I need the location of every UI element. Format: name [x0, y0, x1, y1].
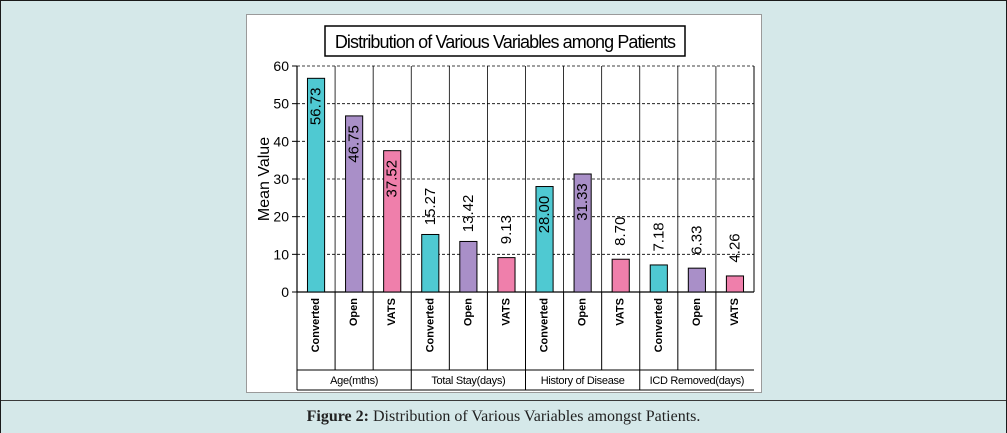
- y-tick-label: 10: [273, 246, 289, 262]
- x-category-label: Open: [691, 298, 703, 326]
- bar-converted: [421, 233, 440, 293]
- bar-vats: [497, 257, 516, 293]
- bar-value-label: 28.00: [536, 196, 553, 234]
- bar-value-label: 9.13: [498, 215, 515, 244]
- bar-vats: [611, 258, 630, 293]
- bar-value-label: 31.33: [574, 183, 591, 221]
- x-category-label: Open: [577, 298, 589, 326]
- x-category-label: Converted: [539, 298, 551, 352]
- bar-value-label: 56.73: [308, 88, 325, 126]
- bar-converted: [535, 186, 554, 293]
- bar-value-label: 13.42: [460, 195, 477, 233]
- bar-value-label: 8.70: [612, 217, 629, 246]
- bar-value-label: 7.18: [650, 222, 667, 251]
- bar-vats: [383, 150, 402, 293]
- x-category-label: Converted: [653, 298, 665, 352]
- bar-open: [345, 115, 364, 293]
- y-tick-label: 50: [273, 96, 289, 112]
- bar-converted: [649, 264, 668, 293]
- bar-value-label: 46.75: [346, 125, 363, 163]
- y-axis-label: Mean Value: [256, 137, 273, 221]
- y-tick-label: 40: [273, 133, 289, 149]
- bar-chart: Distribution of Various Variables among …: [256, 25, 755, 391]
- x-category-label: Open: [348, 298, 360, 326]
- y-tick-label: 20: [273, 209, 289, 225]
- y-tick-label: 0: [281, 284, 289, 300]
- x-category-label: VATS: [500, 298, 512, 326]
- x-category-label: VATS: [729, 298, 741, 326]
- caption-text: Distribution of Various Variables amongs…: [372, 408, 701, 425]
- x-group-label: History of Disease: [541, 375, 625, 387]
- x-category-label: Converted: [310, 298, 322, 352]
- x-category-label: VATS: [615, 298, 627, 326]
- x-group-label: Age(mths): [330, 375, 378, 387]
- y-tick-label: 30: [273, 171, 289, 187]
- bar-open: [573, 173, 592, 293]
- bar-value-label: 37.52: [384, 160, 401, 198]
- bar-vats: [725, 275, 745, 293]
- x-category-label: VATS: [386, 298, 398, 326]
- y-tick-label: 60: [273, 58, 289, 74]
- caption-label: Figure 2:: [306, 408, 369, 425]
- bar-value-label: 6.33: [688, 226, 705, 255]
- chart-panel: Distribution of Various Variables among …: [246, 14, 762, 393]
- bar-open: [687, 267, 706, 293]
- figure-caption: Figure 2: Distribution of Various Variab…: [1, 400, 1006, 433]
- x-group-label: Total Stay(days): [431, 375, 505, 387]
- bar-value-label: 15.27: [422, 188, 439, 226]
- x-group-label: ICD Removed(days): [650, 375, 745, 387]
- x-category-label: Converted: [424, 298, 436, 352]
- x-category-label: Open: [462, 298, 474, 326]
- bar-converted: [306, 77, 326, 293]
- chart-title: Distribution of Various Variables among …: [335, 32, 676, 52]
- chart-title-box: [324, 25, 686, 57]
- bar-value-label: 4.26: [726, 233, 743, 262]
- bar-open: [459, 240, 478, 293]
